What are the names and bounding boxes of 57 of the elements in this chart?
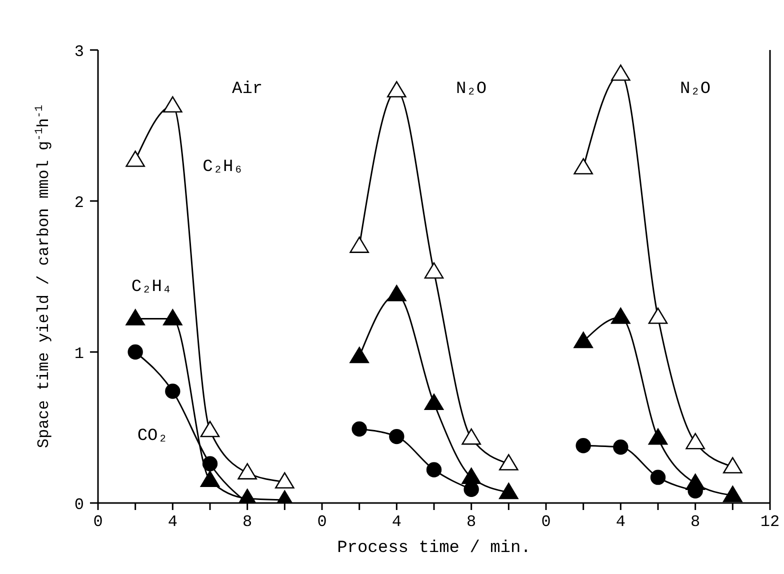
point — [424, 394, 444, 410]
point — [574, 332, 593, 348]
x-tick-label: 4 — [616, 513, 626, 531]
series-label: C₂H₆ — [202, 158, 244, 177]
x-tick-label: 8 — [242, 513, 252, 531]
point — [389, 428, 404, 444]
point — [686, 432, 705, 450]
point — [200, 420, 220, 438]
x-tick-label: 0 — [317, 513, 327, 531]
point — [650, 470, 666, 485]
point — [350, 346, 369, 364]
point — [163, 309, 182, 326]
x-axis-title: Process time / min. — [336, 539, 532, 558]
point — [200, 470, 220, 487]
series-label: CO₂ — [137, 427, 168, 446]
x-tick-label: 8 — [690, 513, 700, 531]
annotation: Air — [232, 80, 263, 99]
y-tick-label: 1 — [74, 345, 84, 363]
point — [723, 486, 742, 502]
x-tick-label: 8 — [466, 513, 476, 531]
point — [202, 456, 218, 472]
point — [238, 463, 257, 480]
point — [128, 344, 143, 360]
x-tick-label: 0 — [541, 513, 551, 531]
point — [352, 421, 367, 437]
series-label: C₂H₄ — [131, 278, 172, 297]
annotation: N₂O — [456, 80, 487, 99]
point — [126, 150, 145, 167]
point — [613, 440, 628, 455]
point — [350, 236, 369, 253]
y-tick-label: 0 — [74, 496, 84, 514]
point — [611, 308, 630, 324]
point — [576, 438, 591, 454]
point — [648, 308, 668, 324]
x-tick-label: 4 — [168, 513, 178, 531]
point — [275, 472, 294, 489]
point — [126, 309, 145, 326]
point — [424, 262, 444, 279]
point — [387, 284, 406, 302]
point — [499, 454, 518, 470]
point — [574, 158, 593, 174]
point — [462, 468, 481, 484]
annotation: N₂O — [680, 80, 711, 99]
point — [165, 384, 180, 399]
x-tick-label: 12 — [760, 513, 780, 531]
y-tick-label: 2 — [74, 194, 84, 212]
point — [163, 96, 182, 113]
point — [462, 428, 481, 445]
point — [426, 462, 442, 478]
x-tick-label: 4 — [392, 513, 402, 531]
point — [387, 81, 406, 98]
y-tick-label: 3 — [74, 43, 84, 61]
point — [611, 64, 630, 81]
point — [723, 457, 742, 474]
point — [648, 428, 668, 445]
x-tick-label: 0 — [93, 513, 103, 531]
point — [499, 482, 518, 500]
